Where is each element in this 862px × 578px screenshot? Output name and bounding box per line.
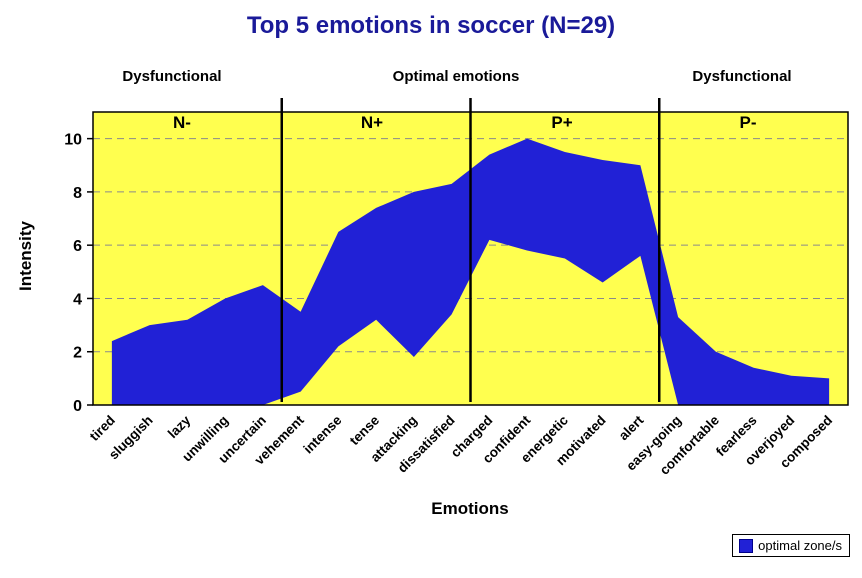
zone-label-n-minus: N- (173, 113, 191, 132)
zone-label-n-plus: N+ (360, 113, 384, 132)
y-tick-label: 2 (73, 345, 82, 362)
x-axis-title: Emotions (431, 499, 509, 518)
y-tick-label: 4 (73, 291, 82, 308)
y-tick-label: 10 (64, 132, 82, 149)
zone-label-p-minus: P- (739, 113, 757, 132)
x-category-label: lazy (165, 412, 194, 441)
x-category-label: intense (300, 412, 344, 456)
zone-label-p-plus: P+ (551, 113, 573, 132)
zone-header-dysfunctional-right: Dysfunctional (692, 68, 792, 85)
x-category-label: alert (616, 412, 647, 443)
legend-label: optimal zone/s (758, 538, 842, 553)
plot-border (92, 111, 849, 406)
y-tick-label: 0 (73, 398, 82, 415)
legend-swatch-icon (739, 538, 754, 553)
chart-title: Top 5 emotions in soccer (N=29) (246, 12, 616, 39)
zone-header-dysfunctional-left: Dysfunctional (122, 68, 222, 85)
y-tick-label: 8 (73, 185, 82, 202)
zone-header-optimal-emotions: Optimal emotions (392, 68, 520, 85)
legend-box: optimal zone/s (732, 534, 850, 557)
y-axis-title: Intensity (16, 221, 35, 291)
x-category-label: tired (87, 413, 118, 444)
x-category-label: tense (347, 412, 383, 448)
y-tick-label: 6 (73, 238, 82, 255)
